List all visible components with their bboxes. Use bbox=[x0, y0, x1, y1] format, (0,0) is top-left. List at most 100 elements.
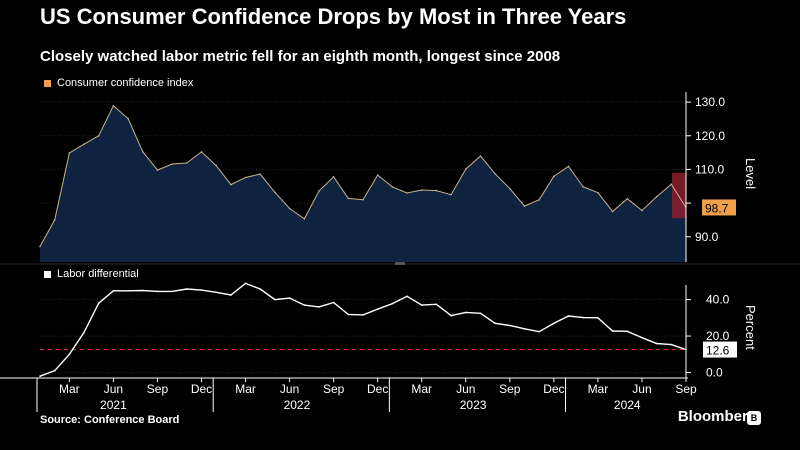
confidence-point bbox=[509, 187, 511, 190]
labor-point bbox=[200, 289, 203, 291]
x-tick-label: Sep bbox=[675, 382, 697, 396]
confidence-point bbox=[200, 151, 203, 153]
labor-point bbox=[274, 298, 276, 301]
confidence-point bbox=[171, 163, 173, 165]
labor-point bbox=[39, 375, 41, 378]
x-year-label: 2022 bbox=[284, 398, 311, 412]
x-year-label: 2024 bbox=[614, 398, 641, 412]
confidence-point bbox=[274, 191, 276, 194]
labor-point bbox=[186, 288, 188, 290]
ytick-label-top: 130.0 bbox=[695, 95, 725, 109]
labor-point bbox=[303, 304, 306, 306]
x-tick-label: Dec bbox=[543, 382, 564, 396]
confidence-point bbox=[288, 207, 291, 210]
confidence-point bbox=[83, 143, 85, 145]
confidence-point bbox=[215, 164, 217, 167]
labor-point bbox=[553, 322, 555, 325]
confidence-point bbox=[655, 195, 658, 198]
ytick-label-top: 120.0 bbox=[695, 129, 725, 143]
legend-labor-differential: Labor differential bbox=[44, 268, 139, 280]
legend-label-labor: Labor differential bbox=[57, 268, 139, 280]
panel-resize-handle bbox=[395, 262, 405, 265]
confidence-point bbox=[391, 186, 394, 188]
x-tick-label: Mar bbox=[411, 382, 432, 396]
last-value-badge-top bbox=[702, 199, 736, 216]
labor-point bbox=[171, 290, 173, 293]
confidence-point bbox=[465, 168, 467, 170]
labor-point bbox=[523, 328, 526, 330]
confidence-point bbox=[332, 176, 335, 178]
labor-point bbox=[567, 315, 570, 317]
confidence-point bbox=[670, 183, 673, 185]
confidence-point bbox=[347, 197, 350, 200]
confidence-point bbox=[479, 155, 482, 157]
x-tick-label: Sep bbox=[147, 382, 169, 396]
labor-point bbox=[655, 342, 658, 345]
labor-point bbox=[244, 282, 247, 285]
confidence-point bbox=[230, 183, 232, 186]
x-tick-label: Mar bbox=[59, 382, 80, 396]
labor-point bbox=[347, 313, 350, 316]
chart-subtitle: Closely watched labor metric fell for an… bbox=[40, 48, 561, 65]
confidence-point bbox=[142, 151, 144, 153]
labor-point bbox=[53, 369, 56, 372]
legend-consumer-confidence: Consumer confidence index bbox=[44, 77, 193, 89]
labor-point bbox=[376, 308, 379, 310]
ytick-label-top: 110.0 bbox=[695, 162, 724, 176]
last-value-badge-bottom bbox=[703, 341, 737, 358]
x-tick-label: Jun bbox=[104, 382, 123, 396]
ytick-label-bottom: 20.0 bbox=[706, 329, 730, 343]
labor-point bbox=[435, 303, 438, 306]
y-axis-title-bottom: Percent bbox=[743, 305, 758, 350]
bloomberg-badge-icon: B bbox=[747, 411, 761, 425]
confidence-point bbox=[156, 169, 159, 171]
confidence-point bbox=[523, 205, 526, 207]
confidence-point bbox=[97, 135, 100, 137]
confidence-point bbox=[112, 105, 115, 107]
labor-point bbox=[362, 314, 364, 316]
labor-point bbox=[450, 314, 452, 317]
labor-point bbox=[465, 311, 467, 314]
labor-point bbox=[142, 289, 144, 292]
labor-point bbox=[494, 322, 496, 325]
x-tick-label: Jun bbox=[456, 382, 475, 396]
confidence-point bbox=[244, 176, 247, 179]
ytick-label-top: 90.0 bbox=[695, 230, 719, 244]
labor-point bbox=[215, 291, 217, 294]
labor-point bbox=[641, 336, 643, 339]
labor-point bbox=[582, 316, 584, 319]
labor-point bbox=[479, 312, 482, 315]
labor-point bbox=[538, 330, 540, 333]
labor-point bbox=[83, 331, 85, 334]
x-tick-label: Dec bbox=[191, 382, 212, 396]
confidence-point bbox=[186, 162, 188, 164]
labor-point bbox=[670, 343, 673, 346]
chart-title: US Consumer Confidence Drops by Most in … bbox=[40, 4, 627, 29]
labor-point bbox=[406, 295, 408, 298]
legend-swatch-labor bbox=[44, 270, 51, 278]
labor-point bbox=[230, 294, 232, 296]
confidence-point bbox=[597, 191, 599, 194]
confidence-point bbox=[303, 218, 306, 220]
labor-differential-line bbox=[39, 282, 687, 377]
confidence-point bbox=[376, 174, 379, 176]
confidence-point bbox=[641, 209, 643, 212]
labor-point bbox=[420, 304, 423, 306]
labor-point bbox=[288, 297, 291, 299]
x-year-label: 2023 bbox=[460, 398, 487, 412]
confidence-point bbox=[567, 165, 570, 168]
confidence-point bbox=[494, 173, 496, 175]
confidence-point bbox=[127, 117, 129, 120]
labor-point bbox=[127, 290, 129, 292]
labor-point bbox=[332, 301, 335, 304]
bloomberg-logo: Bloomberg bbox=[677, 408, 757, 425]
labor-point bbox=[509, 324, 511, 327]
labor-point bbox=[68, 353, 71, 356]
labor-point bbox=[97, 302, 100, 305]
x-tick-label: Dec bbox=[367, 382, 388, 396]
labor-point bbox=[611, 330, 614, 332]
confidence-point bbox=[450, 193, 452, 196]
legend-swatch-confidence bbox=[44, 79, 51, 87]
x-year-label: 2021 bbox=[100, 398, 127, 412]
